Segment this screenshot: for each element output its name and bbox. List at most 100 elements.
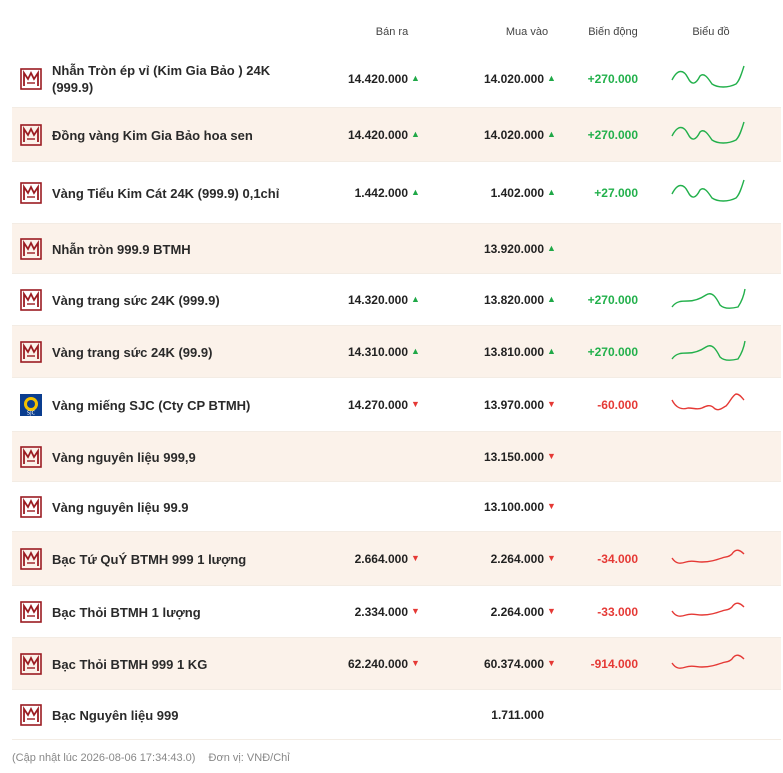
- change-value: +270.000: [587, 345, 638, 359]
- btmh-logo-icon: [20, 182, 42, 204]
- table-row[interactable]: Nhẫn tròn 999.9 BTMH 13.920.000 ▲: [12, 224, 781, 274]
- arrow-down-icon: ▼: [547, 399, 556, 409]
- sell-price: 1.442.000: [354, 186, 408, 200]
- change-value: +27.000: [594, 186, 638, 200]
- table-row[interactable]: Vàng nguyên liệu 999,9 13.150.000 ▼: [12, 432, 781, 482]
- buy-price: 2.264.000: [490, 552, 544, 566]
- change-value: -60.000: [597, 398, 638, 412]
- buy-price: 14.020.000: [483, 72, 544, 86]
- arrow-up-icon: ▲: [547, 187, 556, 197]
- header-sell: Bán ra: [375, 26, 409, 38]
- sparkline-chart[interactable]: [670, 597, 750, 627]
- table-row[interactable]: Vàng trang sức 24K (99.9) 14.310.000 ▲ 13.8…: [12, 326, 781, 378]
- sparkline-chart[interactable]: [670, 64, 750, 94]
- change-value: -33.000: [597, 605, 638, 619]
- btmh-logo-icon: [20, 446, 42, 468]
- sparkline-chart[interactable]: [670, 285, 750, 315]
- btmh-logo-icon: [20, 124, 42, 146]
- sparkline-chart[interactable]: [670, 178, 750, 208]
- table-row[interactable]: Bạc Thỏi BTMH 1 lượng 2.334.000 ▼ 2.264.000…: [12, 586, 781, 638]
- arrow-up-icon: ▲: [547, 129, 556, 139]
- table-row[interactable]: SJC Vàng miếng SJC (Cty CP BTMH) 14.270.00…: [12, 378, 781, 432]
- price-table: Nhẫn Tròn ép vỉ (Kim Gia Bảo ) 24K (999.…: [12, 50, 781, 740]
- sjc-logo-icon: SJC: [20, 394, 42, 416]
- arrow-up-icon: ▲: [411, 187, 420, 197]
- sparkline-chart[interactable]: [670, 120, 750, 150]
- sparkline-chart[interactable]: [670, 337, 750, 367]
- btmh-logo-icon: [20, 68, 42, 90]
- btmh-logo-icon: [20, 704, 42, 726]
- product-name: Vàng nguyên liệu 999,9: [52, 449, 196, 465]
- buy-price: 2.264.000: [490, 605, 544, 619]
- arrow-up-icon: ▲: [411, 73, 420, 83]
- arrow-down-icon: ▼: [547, 606, 556, 616]
- table-row[interactable]: Nhẫn Tròn ép vỉ (Kim Gia Bảo ) 24K (999.…: [12, 50, 781, 108]
- table-row[interactable]: Vàng Tiểu Kim Cát 24K (999.9) 0,1chỉ 1.44…: [12, 162, 781, 224]
- table-row[interactable]: Bạc Tứ QuÝ BTMH 999 1 lượng 2.664.000 ▼ 2.2…: [12, 532, 781, 586]
- table-row[interactable]: Vàng trang sức 24K (999.9) 14.320.000 ▲ 13.…: [12, 274, 781, 326]
- product-name: Nhẫn Tròn ép vỉ (Kim Gia Bảo ) 24K (999.…: [52, 63, 271, 95]
- buy-price: 1.711.000: [491, 708, 544, 722]
- product-name: Bạc Thỏi BTMH 999 1 KG: [52, 656, 208, 672]
- arrow-up-icon: ▲: [411, 294, 420, 304]
- sell-price: 14.420.000: [347, 128, 408, 142]
- product-name: Vàng nguyên liệu 99.9: [52, 499, 189, 515]
- product-name: Vàng trang sức 24K (999.9): [52, 292, 220, 308]
- header-buy: Mua vào: [505, 26, 549, 38]
- btmh-logo-icon: [20, 653, 42, 675]
- header-chart: Biểu đồ: [692, 26, 730, 38]
- change-value: +270.000: [587, 293, 638, 307]
- arrow-down-icon: ▼: [547, 451, 556, 461]
- buy-price: 13.810.000: [483, 345, 544, 359]
- product-name: Vàng miếng SJC (Cty CP BTMH): [52, 397, 251, 413]
- change-value: +270.000: [587, 128, 638, 142]
- sparkline-chart[interactable]: [670, 649, 750, 679]
- unit-label: Đơn vị: VNĐ/Chỉ: [208, 752, 290, 764]
- table-row[interactable]: Vàng nguyên liệu 99.9 13.100.000 ▼: [12, 482, 781, 532]
- sell-price: 14.310.000: [347, 345, 408, 359]
- product-name: Nhẫn tròn 999.9 BTMH: [52, 241, 191, 257]
- sell-price: 2.334.000: [354, 605, 408, 619]
- btmh-logo-icon: [20, 341, 42, 363]
- arrow-up-icon: ▲: [547, 294, 556, 304]
- product-name: Bạc Nguyên liệu 999: [52, 707, 179, 723]
- buy-price: 13.100.000: [483, 500, 544, 514]
- product-name: Bạc Thỏi BTMH 1 lượng: [52, 604, 201, 620]
- arrow-up-icon: ▲: [547, 73, 556, 83]
- footer: (Cập nhật lúc 2026-08-06 17:34:43.0) Đơn…: [12, 752, 300, 764]
- sparkline-chart[interactable]: [670, 390, 750, 420]
- arrow-up-icon: ▲: [411, 129, 420, 139]
- buy-price: 60.374.000: [483, 657, 544, 671]
- sell-price: 14.320.000: [347, 293, 408, 307]
- table-row[interactable]: Bạc Thỏi BTMH 999 1 KG 62.240.000 ▼ 60.374.…: [12, 638, 781, 690]
- header-change: Biến động: [588, 26, 638, 38]
- sparkline-chart[interactable]: [670, 544, 750, 574]
- buy-price: 13.150.000: [483, 450, 544, 464]
- btmh-logo-icon: [20, 496, 42, 518]
- change-value: +270.000: [587, 72, 638, 86]
- product-name: Đồng vàng Kim Gia Bảo hoa sen: [52, 127, 253, 143]
- btmh-logo-icon: [20, 238, 42, 260]
- sell-price: 14.420.000: [347, 72, 408, 86]
- svg-text:SJC: SJC: [27, 411, 36, 417]
- sell-price: 2.664.000: [354, 552, 408, 566]
- buy-price: 13.970.000: [483, 398, 544, 412]
- product-name: Bạc Tứ QuÝ BTMH 999 1 lượng: [52, 551, 247, 567]
- updated-time: (Cập nhật lúc 2026-08-06 17:34:43.0): [12, 752, 196, 764]
- arrow-up-icon: ▲: [547, 346, 556, 356]
- arrow-down-icon: ▼: [411, 399, 420, 409]
- product-name: Vàng Tiểu Kim Cát 24K (999.9) 0,1chỉ: [52, 185, 280, 201]
- table-row[interactable]: Bạc Nguyên liệu 999 1.711.000: [12, 690, 781, 740]
- btmh-logo-icon: [20, 548, 42, 570]
- sell-price: 14.270.000: [347, 398, 408, 412]
- change-value: -34.000: [597, 552, 638, 566]
- sell-price: 62.240.000: [347, 657, 408, 671]
- table-row[interactable]: Đồng vàng Kim Gia Bảo hoa sen 14.420.000 ▲…: [12, 108, 781, 162]
- btmh-logo-icon: [20, 601, 42, 623]
- change-value: -914.000: [590, 657, 638, 671]
- arrow-down-icon: ▼: [547, 501, 556, 511]
- arrow-up-icon: ▲: [411, 346, 420, 356]
- arrow-down-icon: ▼: [411, 658, 420, 668]
- buy-price: 13.820.000: [483, 293, 544, 307]
- buy-price: 1.402.000: [490, 186, 544, 200]
